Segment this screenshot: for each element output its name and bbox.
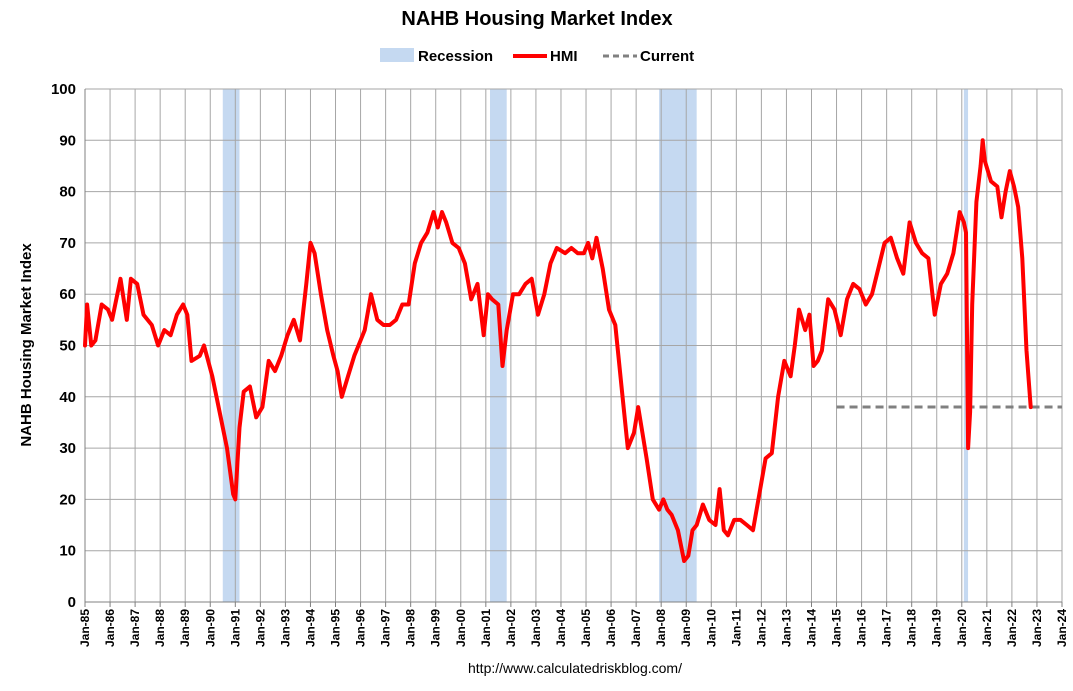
x-tick-label: Jan-01 <box>479 609 493 647</box>
x-tick-label: Jan-18 <box>905 609 919 647</box>
x-tick-label: Jan-95 <box>329 609 343 647</box>
x-tick-label: Jan-86 <box>103 609 117 647</box>
hmi-series-line <box>83 138 1033 563</box>
x-tick-label: Jan-15 <box>830 609 844 647</box>
x-tick-label: Jan-23 <box>1030 609 1044 647</box>
plot-area: 0 10 20 30 40 50 60 70 80 90 100 Jan-85 Jan-86 Jan-87… <box>51 81 1069 647</box>
y-tick-label: 10 <box>59 543 76 560</box>
x-tick-label: Jan-90 <box>203 609 217 647</box>
x-tick-label: Jan-88 <box>153 609 167 647</box>
x-tick-label: Jan-11 <box>729 609 743 647</box>
y-tick-label: 30 <box>59 440 76 457</box>
x-tick-label: Jan-08 <box>654 609 668 647</box>
x-tick-label: Jan-96 <box>354 609 368 647</box>
y-tick-label: 100 <box>51 81 76 98</box>
y-tick-label: 80 <box>59 184 76 201</box>
x-tick-label: Jan-22 <box>1005 609 1019 647</box>
x-tick-label: Jan-00 <box>454 609 468 647</box>
x-tick-label: Jan-03 <box>529 609 543 647</box>
x-tick-label: Jan-02 <box>504 609 518 647</box>
x-tick-label: Jan-99 <box>429 609 443 647</box>
x-tick-label: Jan-20 <box>955 609 969 647</box>
x-tick-label: Jan-24 <box>1055 609 1069 647</box>
chart-title: NAHB Housing Market Index <box>401 8 672 30</box>
x-tick-label: Jan-16 <box>855 609 869 647</box>
x-tick-label: Jan-94 <box>303 609 317 647</box>
y-tick-label: 70 <box>59 235 76 252</box>
y-tick-label: 90 <box>59 132 76 149</box>
y-axis-label: NAHB Housing Market Index <box>18 243 35 447</box>
y-tick-label: 0 <box>68 594 76 611</box>
legend-hmi-label: HMI <box>550 48 578 65</box>
y-tick-label: 40 <box>59 389 76 406</box>
x-tick-label: Jan-92 <box>253 609 267 647</box>
x-tick-label: Jan-09 <box>679 609 693 647</box>
x-tick-label: Jan-89 <box>178 609 192 647</box>
x-tick-label: Jan-07 <box>629 609 643 647</box>
x-tick-label: Jan-05 <box>579 609 593 647</box>
y-tick-label: 60 <box>59 286 76 303</box>
x-tick-label: Jan-13 <box>779 609 793 647</box>
y-tick-label: 20 <box>59 491 76 508</box>
legend-current-label: Current <box>640 48 694 65</box>
x-tick-label: Jan-97 <box>379 609 393 647</box>
x-tick-label: Jan-21 <box>980 609 994 647</box>
x-tick-label: Jan-93 <box>278 609 292 647</box>
legend: Recession HMI Current <box>380 48 694 65</box>
x-tick-label: Jan-17 <box>880 609 894 647</box>
x-tick-label: Jan-85 <box>78 609 92 647</box>
legend-recession-swatch <box>380 48 414 62</box>
x-tick-label: Jan-98 <box>404 609 418 647</box>
source-footer: http://www.calculatedriskblog.com/ <box>468 660 682 676</box>
x-tick-label: Jan-91 <box>228 609 242 647</box>
x-tick-label: Jan-87 <box>128 609 142 647</box>
legend-recession-label: Recession <box>418 48 493 65</box>
y-tick-label: 50 <box>59 338 76 355</box>
x-tick-label: Jan-12 <box>754 609 768 647</box>
x-tick-label: Jan-10 <box>704 609 718 647</box>
x-tick-label: Jan-19 <box>930 609 944 647</box>
x-tick-label: Jan-04 <box>554 609 568 647</box>
x-tick-label: Jan-06 <box>604 609 618 647</box>
x-tick-label: Jan-14 <box>804 609 818 647</box>
